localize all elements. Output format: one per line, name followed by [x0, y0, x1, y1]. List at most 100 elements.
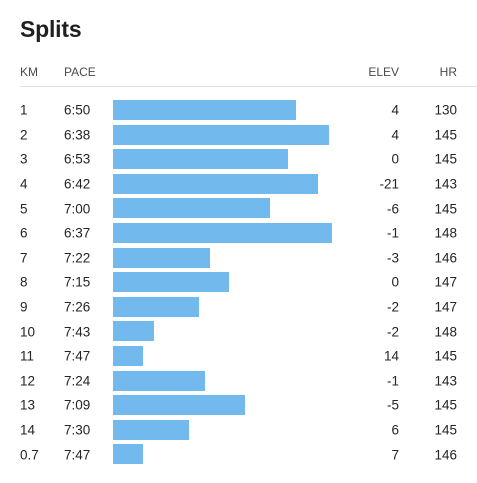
split-km: 12: [20, 373, 36, 389]
split-hr: 146: [434, 250, 457, 266]
splits-table: 1 6:50 4 13 0 2 6:38 4 145 3 6:53 0 145 4 6:42 -21 143 5 7…: [0, 98, 477, 467]
split-hr: 145: [434, 348, 457, 364]
pace-bar: [113, 272, 229, 293]
split-pace: 7:09: [64, 397, 91, 413]
pace-bar: [113, 149, 289, 170]
split-pace: 7:15: [64, 274, 91, 290]
split-pace: 7:22: [64, 250, 91, 266]
split-pace: 7:30: [64, 422, 91, 438]
pace-bar-track: [113, 222, 345, 243]
column-header-km: KM: [20, 65, 38, 79]
split-row: 7 7:22 -3 146: [0, 246, 477, 271]
split-elev: 7: [391, 447, 399, 463]
split-row: 14 7:30 6 145: [0, 418, 477, 443]
split-elev: -1: [386, 373, 399, 389]
split-elev: 0: [391, 151, 399, 167]
split-hr: 147: [434, 299, 457, 315]
split-row: 6 6:37 -1 148: [0, 221, 477, 246]
split-hr: 145: [434, 422, 457, 438]
splits-table-header: KM PACE ELEV HR: [0, 60, 477, 84]
split-km: 3: [20, 151, 28, 167]
pace-bar-track: [113, 247, 345, 268]
split-pace: 6:53: [64, 151, 91, 167]
column-header-pace: PACE: [64, 65, 96, 79]
pace-bar-track: [113, 198, 345, 219]
pace-bar: [113, 198, 270, 219]
pace-bar: [113, 395, 246, 416]
pace-bar: [113, 173, 318, 194]
split-row: 13 7:09 -5 145: [0, 393, 477, 418]
column-header-hr: HR: [439, 65, 457, 79]
split-row: 1 6:50 4 130: [0, 98, 477, 123]
split-pace: 6:37: [64, 225, 91, 241]
split-hr: 145: [434, 151, 457, 167]
split-row: 3 6:53 0 145: [0, 147, 477, 172]
split-pace: 7:26: [64, 299, 91, 315]
split-elev: 14: [383, 348, 399, 364]
split-pace: 7:47: [64, 348, 91, 364]
split-km: 9: [20, 299, 28, 315]
split-row: 0.7 7:47 7 146: [0, 442, 477, 467]
pace-bar-track: [113, 124, 345, 145]
pace-bar-track: [113, 419, 345, 440]
split-km: 11: [20, 348, 35, 364]
pace-bar: [113, 100, 297, 120]
pace-bar-track: [113, 370, 345, 391]
split-elev: 0: [391, 274, 399, 290]
header-divider: [20, 86, 477, 87]
split-elev: -6: [386, 201, 399, 217]
split-elev: -5: [386, 397, 399, 413]
pace-bar-track: [113, 296, 345, 317]
split-km: 2: [20, 127, 28, 143]
split-row: 5 7:00 -6 145: [0, 196, 477, 221]
pace-bar-track: [113, 395, 345, 416]
split-elev: -3: [386, 250, 399, 266]
pace-bar: [113, 444, 143, 465]
split-elev: -2: [386, 299, 399, 315]
split-km: 4: [20, 176, 28, 192]
pace-bar: [113, 247, 211, 268]
split-hr: 145: [434, 397, 457, 413]
split-km: 8: [20, 274, 28, 290]
pace-bar: [113, 345, 143, 366]
pace-bar-track: [113, 149, 345, 170]
split-hr: 147: [434, 274, 457, 290]
pace-bar-track: [113, 173, 345, 194]
split-row: 4 6:42 -21 143: [0, 172, 477, 197]
pace-bar: [113, 296, 200, 317]
page-title: Splits: [20, 16, 82, 42]
split-km: 13: [20, 397, 36, 413]
split-hr: 145: [434, 201, 457, 217]
split-km: 5: [20, 201, 28, 217]
split-elev: -1: [386, 225, 399, 241]
split-hr: 143: [434, 373, 457, 389]
split-elev: -21: [379, 176, 399, 192]
pace-bar-track: [113, 321, 345, 342]
pace-bar: [113, 124, 329, 145]
split-km: 10: [20, 324, 36, 340]
split-km: 6: [20, 225, 28, 241]
split-row: 11 7:47 14 145: [0, 344, 477, 369]
split-hr: 148: [434, 324, 457, 340]
split-elev: 4: [391, 102, 399, 118]
split-pace: 6:38: [64, 127, 91, 143]
split-pace: 7:47: [64, 447, 91, 463]
split-hr: 148: [434, 225, 457, 241]
pace-bar-track: [113, 345, 345, 366]
column-header-elev: ELEV: [368, 65, 399, 79]
split-elev: 4: [391, 127, 399, 143]
split-hr: 146: [434, 447, 457, 463]
pace-bar: [113, 321, 154, 342]
split-pace: 7:00: [64, 201, 91, 217]
split-row: 10 7:43 -2 148: [0, 319, 477, 344]
split-km: 1: [20, 102, 28, 118]
split-pace: 7:24: [64, 373, 91, 389]
split-row: 12 7:24 -1 143: [0, 369, 477, 394]
split-row: 9 7:26 -2 147: [0, 295, 477, 320]
split-pace: 7:43: [64, 324, 91, 340]
split-hr: 143: [434, 176, 457, 192]
split-row: 2 6:38 4 145: [0, 123, 477, 148]
split-pace: 6:50: [64, 102, 91, 118]
split-km: 14: [20, 422, 36, 438]
split-pace: 6:42: [64, 176, 91, 192]
